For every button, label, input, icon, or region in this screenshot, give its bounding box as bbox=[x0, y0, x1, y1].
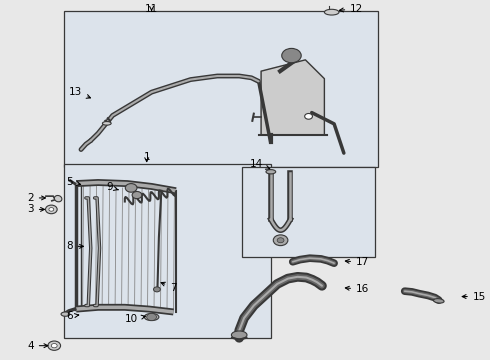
Bar bbox=[64, 164, 271, 338]
Text: 7: 7 bbox=[161, 282, 177, 293]
Text: 2: 2 bbox=[27, 193, 46, 203]
Text: 4: 4 bbox=[27, 341, 48, 351]
Text: 13: 13 bbox=[69, 87, 91, 98]
Ellipse shape bbox=[266, 170, 276, 174]
Ellipse shape bbox=[324, 9, 339, 15]
Bar bbox=[242, 167, 375, 257]
Text: 12: 12 bbox=[340, 4, 364, 14]
Text: 15: 15 bbox=[462, 292, 486, 302]
Ellipse shape bbox=[231, 331, 247, 339]
Circle shape bbox=[153, 287, 160, 292]
Text: 5: 5 bbox=[66, 177, 80, 187]
Circle shape bbox=[132, 192, 142, 199]
Text: 14: 14 bbox=[250, 159, 270, 169]
Ellipse shape bbox=[434, 299, 444, 303]
Text: 9: 9 bbox=[106, 182, 118, 192]
Circle shape bbox=[305, 113, 313, 119]
Ellipse shape bbox=[61, 312, 70, 316]
Text: 6: 6 bbox=[66, 311, 79, 321]
Text: 1: 1 bbox=[144, 152, 150, 162]
Ellipse shape bbox=[54, 195, 62, 202]
Bar bbox=[64, 12, 378, 167]
Text: 8: 8 bbox=[66, 241, 83, 251]
Ellipse shape bbox=[102, 122, 111, 125]
Circle shape bbox=[277, 238, 284, 243]
Ellipse shape bbox=[144, 314, 159, 320]
Text: 11: 11 bbox=[145, 4, 158, 14]
Text: 16: 16 bbox=[345, 284, 369, 294]
Circle shape bbox=[147, 314, 156, 320]
Circle shape bbox=[46, 205, 57, 214]
Text: 10: 10 bbox=[125, 314, 146, 324]
Text: 17: 17 bbox=[345, 257, 369, 267]
Circle shape bbox=[273, 235, 288, 246]
Circle shape bbox=[125, 184, 137, 192]
Circle shape bbox=[48, 341, 61, 350]
Circle shape bbox=[49, 208, 54, 211]
Polygon shape bbox=[261, 60, 324, 135]
Circle shape bbox=[282, 48, 301, 63]
Text: 3: 3 bbox=[27, 204, 45, 215]
Circle shape bbox=[51, 343, 57, 348]
